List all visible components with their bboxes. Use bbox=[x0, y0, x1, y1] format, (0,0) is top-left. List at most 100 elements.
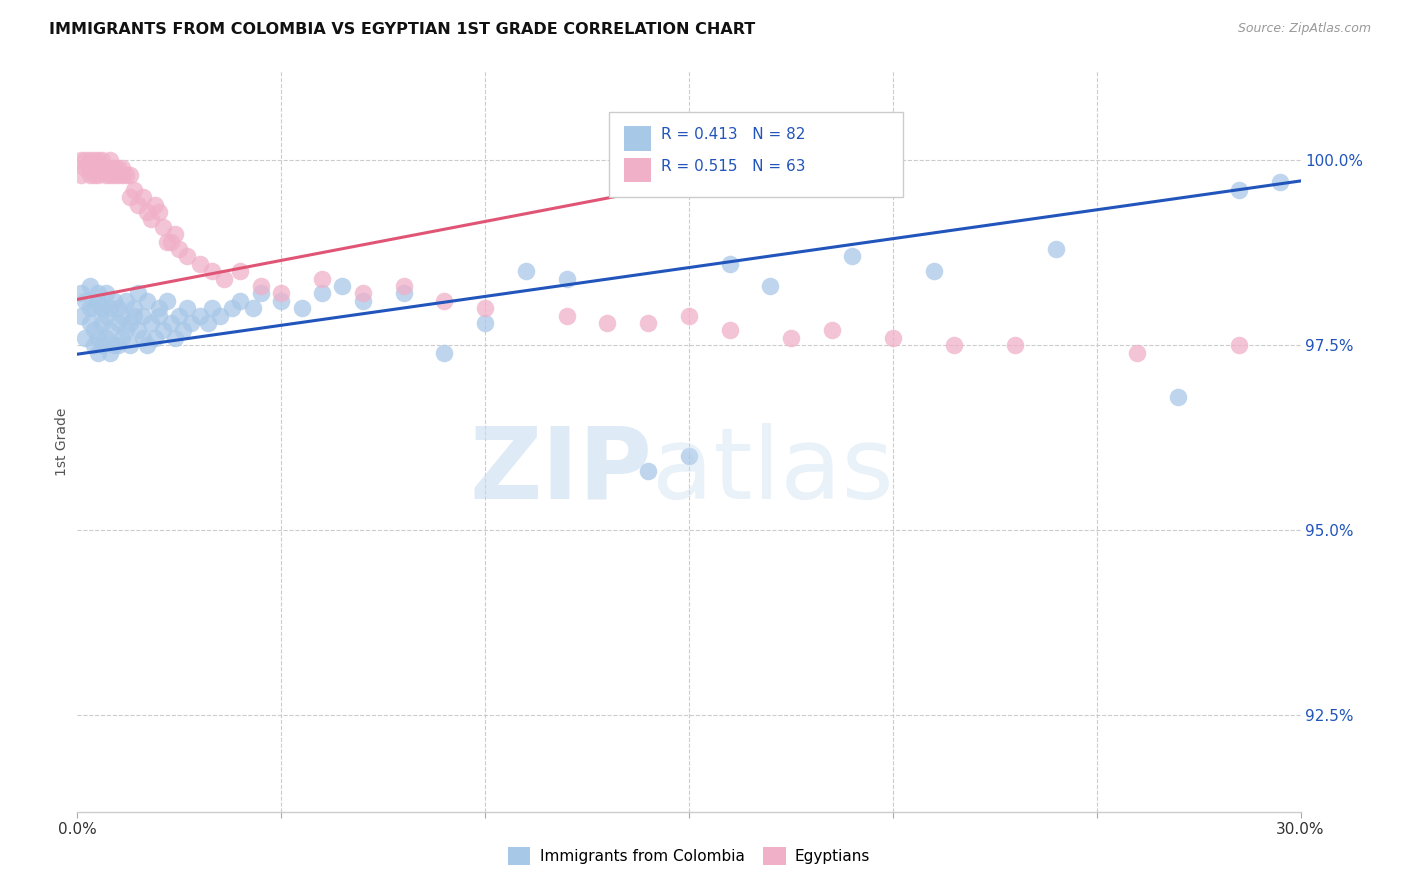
Point bbox=[98, 168, 121, 182]
Point bbox=[94, 331, 117, 345]
Point bbox=[75, 153, 97, 168]
Point bbox=[83, 324, 105, 338]
Point bbox=[124, 309, 146, 323]
Point bbox=[115, 324, 138, 338]
Point bbox=[176, 301, 198, 316]
Point bbox=[103, 293, 125, 308]
Point bbox=[197, 316, 219, 330]
Point bbox=[221, 301, 243, 316]
Point bbox=[515, 264, 537, 278]
Point bbox=[212, 271, 235, 285]
Point bbox=[79, 168, 101, 182]
Point bbox=[111, 161, 134, 175]
Point bbox=[152, 324, 174, 338]
Point bbox=[596, 316, 619, 330]
Point bbox=[127, 286, 149, 301]
Point bbox=[83, 153, 105, 168]
Point bbox=[172, 324, 194, 338]
Point bbox=[87, 293, 110, 308]
Point bbox=[115, 293, 138, 308]
Text: R = 0.413   N = 82: R = 0.413 N = 82 bbox=[661, 127, 806, 142]
Point bbox=[1126, 345, 1149, 359]
Point bbox=[87, 153, 110, 168]
Point bbox=[98, 345, 121, 359]
Point bbox=[111, 309, 134, 323]
Point bbox=[98, 324, 121, 338]
Point bbox=[103, 168, 125, 182]
Point bbox=[75, 331, 97, 345]
Text: ZIP: ZIP bbox=[470, 423, 652, 520]
Point bbox=[139, 316, 162, 330]
Point bbox=[718, 324, 741, 338]
Text: Source: ZipAtlas.com: Source: ZipAtlas.com bbox=[1237, 22, 1371, 36]
Point bbox=[208, 309, 231, 323]
Point bbox=[718, 257, 741, 271]
Point bbox=[1229, 183, 1251, 197]
Point bbox=[120, 168, 142, 182]
Point bbox=[83, 338, 105, 352]
Point bbox=[120, 316, 142, 330]
Point bbox=[120, 190, 142, 204]
Point bbox=[135, 338, 157, 352]
Point bbox=[169, 309, 191, 323]
Point bbox=[188, 309, 211, 323]
Point bbox=[131, 190, 153, 204]
Point bbox=[160, 316, 183, 330]
Point bbox=[94, 309, 117, 323]
Point bbox=[156, 293, 179, 308]
Point bbox=[94, 168, 117, 182]
Point bbox=[107, 338, 129, 352]
Point bbox=[79, 279, 101, 293]
Point bbox=[165, 331, 187, 345]
Point bbox=[180, 316, 202, 330]
Point bbox=[841, 250, 863, 264]
Point bbox=[165, 227, 187, 242]
Point bbox=[103, 338, 125, 352]
Point bbox=[882, 331, 904, 345]
Point bbox=[270, 293, 292, 308]
Point bbox=[70, 286, 93, 301]
Point bbox=[1229, 338, 1251, 352]
Point bbox=[107, 316, 129, 330]
Point bbox=[1268, 176, 1291, 190]
Point bbox=[332, 279, 354, 293]
Point bbox=[79, 301, 101, 316]
Point bbox=[160, 235, 183, 249]
Point bbox=[111, 331, 134, 345]
Point bbox=[474, 301, 496, 316]
Point bbox=[143, 331, 166, 345]
Point bbox=[250, 279, 273, 293]
Point bbox=[90, 338, 112, 352]
Point bbox=[433, 345, 456, 359]
Text: IMMIGRANTS FROM COLOMBIA VS EGYPTIAN 1ST GRADE CORRELATION CHART: IMMIGRANTS FROM COLOMBIA VS EGYPTIAN 1ST… bbox=[49, 22, 755, 37]
Point bbox=[90, 161, 112, 175]
Point bbox=[94, 286, 117, 301]
Bar bbox=[624, 126, 651, 151]
Point bbox=[87, 161, 110, 175]
Y-axis label: 1st Grade: 1st Grade bbox=[55, 408, 69, 475]
Point bbox=[1167, 390, 1189, 404]
Point bbox=[352, 293, 374, 308]
Point bbox=[821, 324, 844, 338]
Point bbox=[250, 286, 273, 301]
FancyBboxPatch shape bbox=[609, 112, 903, 197]
Point bbox=[107, 168, 129, 182]
Point bbox=[79, 316, 101, 330]
Point bbox=[759, 279, 782, 293]
Point bbox=[87, 168, 110, 182]
Point bbox=[352, 286, 374, 301]
Point bbox=[75, 293, 97, 308]
Point bbox=[392, 286, 415, 301]
Point bbox=[135, 293, 157, 308]
Point bbox=[70, 168, 93, 182]
Point bbox=[120, 338, 142, 352]
Point bbox=[148, 205, 170, 219]
Point bbox=[83, 301, 105, 316]
Point bbox=[229, 293, 252, 308]
Point bbox=[229, 264, 252, 278]
Point bbox=[131, 331, 153, 345]
Point bbox=[270, 286, 292, 301]
Bar bbox=[624, 158, 651, 183]
Point bbox=[169, 242, 191, 256]
Point bbox=[242, 301, 264, 316]
